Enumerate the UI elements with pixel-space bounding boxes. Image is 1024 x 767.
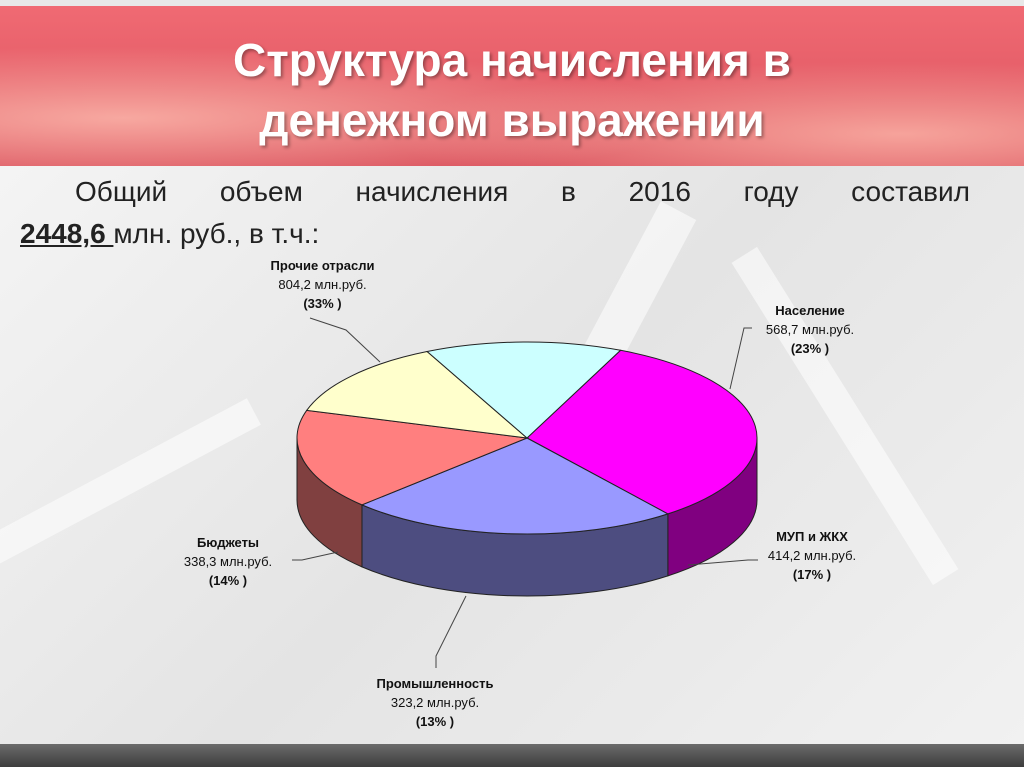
- slide-title: Структура начисления в денежном выражени…: [0, 30, 1024, 150]
- label-name: Промышленность: [376, 676, 494, 691]
- title-line-2: денежном выражении: [259, 94, 765, 146]
- intro-text-line-2: 2448,6 млн. руб., в т.ч.:: [20, 215, 319, 253]
- label-value: 338,3 млн.руб.: [183, 554, 273, 569]
- label-value: 568,7 млн.руб.: [765, 322, 855, 337]
- pie-slice: [296, 409, 529, 506]
- label-byudzhety: Бюджеты 338,3 млн.руб. (14% ): [168, 533, 288, 590]
- intro-text-line-1: Общий объем начисления в 2016 году соста…: [75, 176, 970, 207]
- label-prochie: Прочие отрасли 804,2 млн.руб. (33% ): [240, 256, 405, 313]
- label-value: 804,2 млн.руб.: [278, 277, 367, 292]
- pie-slice: [305, 350, 529, 439]
- label-percent: (23% ): [790, 341, 830, 356]
- intro-text-rest: млн. руб., в т.ч.:: [113, 218, 320, 249]
- pie-slice: [426, 341, 622, 439]
- label-promyshlennost: Промышленность 323,2 млн.руб. (13% ): [360, 674, 510, 731]
- top-strip: [0, 0, 1024, 6]
- label-percent: (14% ): [208, 573, 248, 588]
- pie-slice: [526, 349, 758, 515]
- title-line-1: Структура начисления в: [233, 34, 791, 86]
- total-value: 2448,6: [20, 218, 114, 249]
- label-name: Население: [775, 303, 845, 318]
- leader-line: [309, 317, 381, 363]
- leader-line: [292, 551, 339, 561]
- label-value: 323,2 млн.руб.: [390, 695, 480, 710]
- slide-header: Структура начисления в денежном выражени…: [0, 6, 1024, 166]
- leader-line: [729, 327, 752, 390]
- leader-line: [687, 559, 758, 566]
- label-name: МУП и ЖКХ: [776, 529, 848, 544]
- label-name: Бюджеты: [196, 535, 260, 550]
- label-name: Прочие отрасли: [270, 258, 375, 273]
- label-percent: (13% ): [415, 714, 455, 729]
- label-mup: МУП и ЖКХ 414,2 млн.руб. (17% ): [752, 527, 872, 584]
- label-naselenie: Население 568,7 млн.руб. (23% ): [735, 301, 885, 358]
- bottom-bar: [0, 744, 1024, 767]
- label-percent: (17% ): [792, 567, 832, 582]
- label-percent: (33% ): [303, 296, 342, 311]
- label-value: 414,2 млн.руб.: [767, 548, 857, 563]
- pie-slice: [360, 437, 670, 535]
- leader-line: [435, 595, 467, 668]
